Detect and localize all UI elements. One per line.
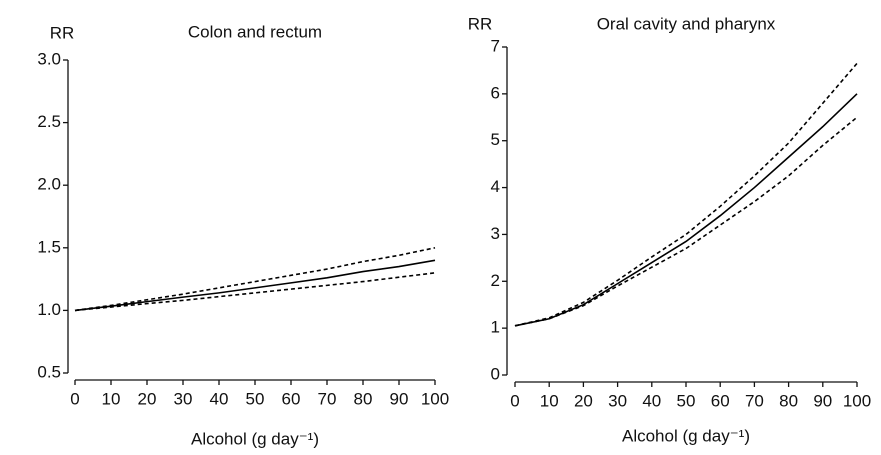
x-tick-label: 0 — [510, 391, 519, 410]
y-tick-label: 2.0 — [37, 175, 61, 194]
rr-line — [74, 259, 436, 312]
x-tick-label: 20 — [574, 391, 593, 410]
x-tick-label: 0 — [70, 389, 79, 408]
x-tick-label: 50 — [677, 391, 696, 410]
y-tick-label: 2 — [491, 271, 500, 290]
x-tick-label: 30 — [174, 389, 193, 408]
y-tick-label: 3 — [491, 224, 500, 243]
y-axis-label: RR — [468, 14, 493, 33]
y-tick-label: 5 — [491, 130, 500, 149]
x-tick-label: 80 — [779, 391, 798, 410]
x-tick-label: 50 — [246, 389, 265, 408]
x-axis-label: Alcohol (g day⁻¹) — [191, 429, 319, 448]
x-tick-label: 60 — [282, 389, 301, 408]
y-tick-label: 1.0 — [37, 300, 61, 319]
x-tick-label: 70 — [745, 391, 764, 410]
y-tick-label: 4 — [491, 177, 500, 196]
ci-line — [514, 116, 858, 327]
x-tick-label: 90 — [390, 389, 409, 408]
y-tick-label: 3.0 — [37, 49, 61, 68]
y-tick-label: 6 — [491, 83, 500, 102]
y-tick-label: 7 — [491, 36, 500, 55]
x-tick-label: 20 — [138, 389, 157, 408]
x-tick-label: 100 — [843, 391, 871, 410]
chart-title: Colon and rectum — [188, 22, 322, 41]
y-tick-label: 1 — [491, 318, 500, 337]
x-tick-label: 100 — [421, 389, 449, 408]
chart-title: Oral cavity and pharynx — [597, 14, 776, 33]
x-tick-label: 90 — [813, 391, 832, 410]
y-axis-label: RR — [50, 23, 75, 42]
x-tick-label: 80 — [354, 389, 373, 408]
y-tick-label: 0.5 — [37, 362, 61, 381]
x-tick-label: 40 — [210, 389, 229, 408]
x-tick-label: 10 — [102, 389, 121, 408]
ci-line — [514, 62, 858, 327]
x-tick-label: 10 — [540, 391, 559, 410]
y-tick-label: 1.5 — [37, 237, 61, 256]
x-tick-label: 70 — [318, 389, 337, 408]
y-tick-label: 0 — [491, 364, 500, 383]
x-tick-label: 60 — [711, 391, 730, 410]
x-tick-label: 40 — [642, 391, 661, 410]
ci-line — [74, 247, 436, 312]
rr-line — [514, 93, 858, 327]
x-tick-label: 30 — [608, 391, 627, 410]
x-axis-label: Alcohol (g day⁻¹) — [622, 426, 750, 445]
ci-line — [74, 272, 436, 312]
y-tick-label: 2.5 — [37, 112, 61, 131]
